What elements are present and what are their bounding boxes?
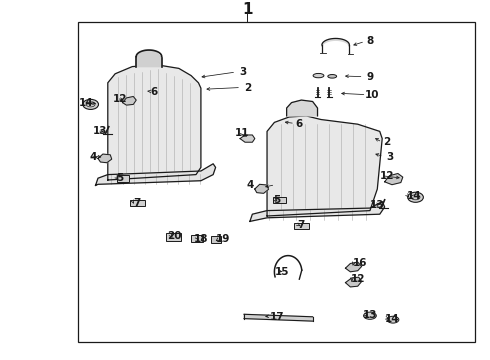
Polygon shape <box>244 314 313 321</box>
Text: 12: 12 <box>350 274 365 284</box>
Polygon shape <box>136 50 162 67</box>
Polygon shape <box>98 154 112 163</box>
Text: 12: 12 <box>113 94 127 104</box>
Ellipse shape <box>83 99 98 109</box>
Bar <box>211 236 221 243</box>
Bar <box>191 235 203 242</box>
Text: 15: 15 <box>274 267 289 277</box>
Polygon shape <box>96 164 216 185</box>
Text: 6: 6 <box>295 119 302 129</box>
Text: 5: 5 <box>273 195 280 205</box>
Polygon shape <box>345 277 362 287</box>
Polygon shape <box>255 184 269 193</box>
Polygon shape <box>322 39 349 47</box>
Text: 6: 6 <box>151 87 158 97</box>
Polygon shape <box>108 65 201 180</box>
Ellipse shape <box>328 75 337 78</box>
Text: 12: 12 <box>380 171 394 181</box>
Text: 19: 19 <box>216 234 230 244</box>
Text: 3: 3 <box>239 67 246 77</box>
Text: 17: 17 <box>270 312 284 322</box>
Text: 9: 9 <box>367 72 373 82</box>
Text: 13: 13 <box>363 310 377 320</box>
Text: 14: 14 <box>407 191 421 201</box>
Polygon shape <box>287 100 318 116</box>
Ellipse shape <box>408 192 423 202</box>
Bar <box>294 223 309 229</box>
Bar <box>78 22 475 342</box>
Polygon shape <box>250 202 385 221</box>
Polygon shape <box>240 135 255 142</box>
Text: 7: 7 <box>297 220 305 230</box>
Polygon shape <box>345 262 362 272</box>
Text: 2: 2 <box>384 137 391 147</box>
Text: 18: 18 <box>194 234 208 244</box>
Text: 4: 4 <box>246 180 254 190</box>
Polygon shape <box>267 116 382 216</box>
Polygon shape <box>385 174 403 185</box>
Text: 2: 2 <box>244 83 251 93</box>
Text: 10: 10 <box>365 90 380 100</box>
Text: 14: 14 <box>78 98 93 108</box>
Text: 4: 4 <box>89 152 97 162</box>
Bar <box>117 175 129 182</box>
Text: 20: 20 <box>167 231 181 241</box>
Text: 13: 13 <box>93 126 108 136</box>
Bar <box>166 233 181 241</box>
Bar <box>130 200 145 206</box>
Text: 14: 14 <box>385 314 399 324</box>
Bar <box>273 197 286 203</box>
Ellipse shape <box>313 73 324 78</box>
Text: 11: 11 <box>235 128 250 138</box>
Text: 13: 13 <box>370 200 385 210</box>
Text: 16: 16 <box>353 258 368 268</box>
Text: 5: 5 <box>117 173 123 183</box>
Text: 7: 7 <box>133 198 141 208</box>
Ellipse shape <box>364 312 376 319</box>
Text: 8: 8 <box>367 36 373 46</box>
Text: 3: 3 <box>386 152 393 162</box>
Text: 1: 1 <box>242 1 253 17</box>
Polygon shape <box>122 96 136 105</box>
Ellipse shape <box>387 316 399 323</box>
